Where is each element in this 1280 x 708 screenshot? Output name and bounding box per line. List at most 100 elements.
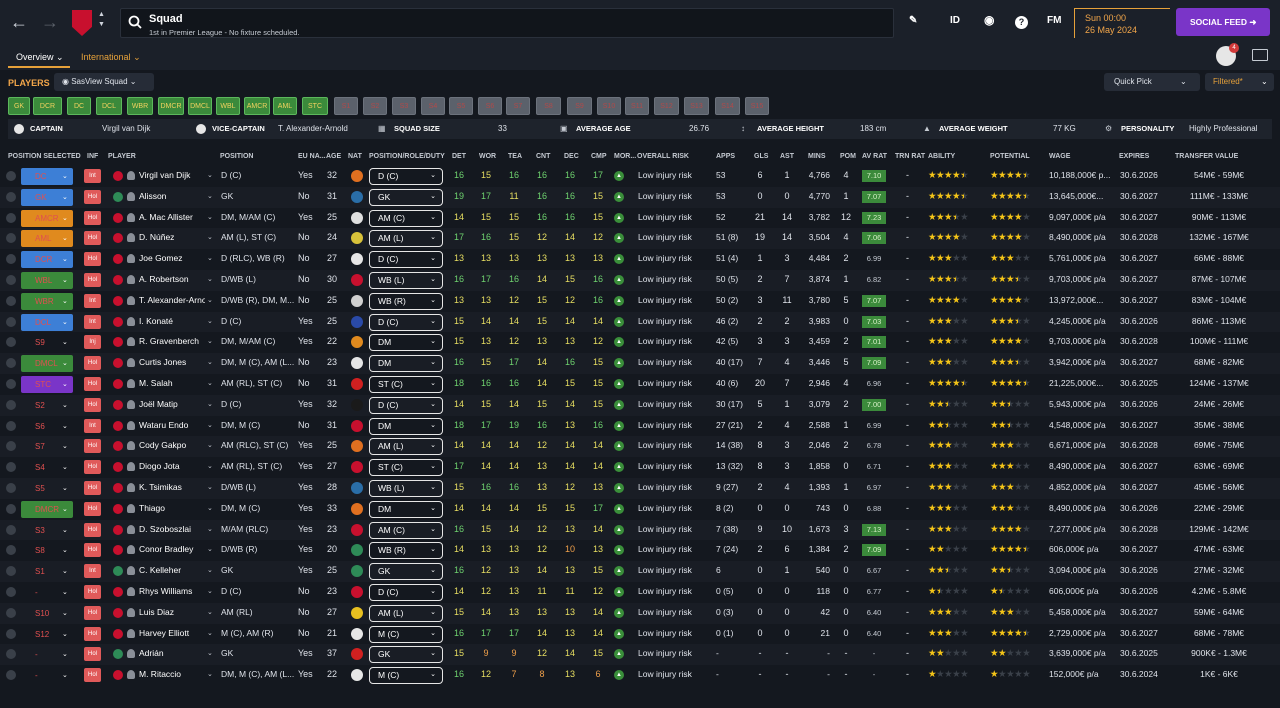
tab-overview[interactable]: Overview ⌄ bbox=[16, 52, 64, 63]
column-header[interactable]: AGE bbox=[326, 153, 342, 160]
table-row[interactable]: S3 ⌄ Hol D. Szoboszlai ⌄ M/AM (RLC) Yes 23 AM (C… bbox=[0, 519, 1280, 541]
table-row[interactable]: WBL ⌄ Hol A. Robertson ⌄ D/WB (L) No 30 WB (L) ⌄ 1… bbox=[0, 270, 1280, 291]
column-header[interactable]: INF bbox=[87, 153, 99, 160]
column-header[interactable]: POSITION/ROLE/DUTY bbox=[369, 153, 445, 160]
position-chip[interactable]: S14 bbox=[715, 97, 740, 115]
globe-icon[interactable]: ◉ bbox=[984, 13, 995, 27]
position-selected-dropdown[interactable]: AMCR ⌄ bbox=[21, 209, 73, 227]
column-header[interactable]: DET bbox=[452, 153, 466, 160]
column-header[interactable]: OVERALL RISK bbox=[637, 153, 689, 160]
player-name[interactable]: C. Kelleher bbox=[139, 565, 182, 576]
nationality-flag-icon[interactable] bbox=[351, 232, 363, 245]
column-header[interactable]: MOR... bbox=[614, 153, 637, 160]
forward-arrow-icon[interactable]: → bbox=[41, 12, 59, 32]
role-dropdown[interactable]: WB (L) ⌄ bbox=[369, 480, 443, 497]
player-name[interactable]: M. Ritaccio bbox=[139, 669, 182, 680]
position-selected-dropdown[interactable]: S8 ⌄ bbox=[21, 542, 73, 559]
player-name[interactable]: M. Salah bbox=[139, 378, 173, 388]
nationality-flag-icon[interactable] bbox=[351, 378, 363, 390]
nationality-flag-icon[interactable] bbox=[351, 170, 363, 182]
edit-icon[interactable]: ✎ bbox=[909, 15, 918, 26]
nationality-flag-icon[interactable] bbox=[351, 315, 363, 328]
position-chip[interactable]: S5 bbox=[449, 97, 473, 115]
captain-name[interactable]: Virgil van Dijk bbox=[102, 124, 151, 133]
role-dropdown[interactable]: M (C) ⌄ bbox=[369, 667, 443, 685]
position-chip[interactable]: AMCR bbox=[244, 97, 270, 115]
role-dropdown[interactable]: D (C) ⌄ bbox=[369, 584, 443, 601]
chevron-down-icon[interactable]: ⌄ bbox=[207, 629, 213, 637]
chevron-down-icon[interactable]: ⌄ bbox=[207, 671, 213, 679]
filter-button[interactable]: Filtered* ⌄ bbox=[1205, 73, 1274, 91]
column-header[interactable]: ABILITY bbox=[928, 153, 956, 160]
chevron-down-icon[interactable]: ⌄ bbox=[207, 546, 213, 554]
row-select-radio[interactable] bbox=[6, 337, 16, 348]
column-header[interactable]: TRANSFER VALUE bbox=[1175, 153, 1239, 160]
row-select-radio[interactable] bbox=[6, 441, 16, 452]
role-dropdown[interactable]: WB (L) ⌄ bbox=[369, 272, 443, 289]
date-display[interactable]: Sun 00:00 26 May 2024 bbox=[1074, 8, 1170, 38]
role-dropdown[interactable]: DM ⌄ bbox=[369, 417, 443, 435]
position-chip[interactable]: DC bbox=[67, 97, 91, 115]
column-header[interactable]: NAT bbox=[348, 153, 362, 160]
row-select-radio[interactable] bbox=[6, 587, 16, 597]
chevron-down-icon[interactable]: ⌄ bbox=[207, 608, 213, 616]
player-name[interactable]: Virgil van Dijk bbox=[139, 170, 191, 180]
nationality-flag-icon[interactable] bbox=[351, 419, 363, 432]
row-select-radio[interactable] bbox=[6, 399, 16, 410]
nationality-flag-icon[interactable] bbox=[351, 627, 363, 640]
role-dropdown[interactable]: AM (C) ⌄ bbox=[369, 209, 443, 227]
row-select-radio[interactable] bbox=[6, 628, 16, 639]
player-name[interactable]: Curtis Jones bbox=[139, 357, 187, 368]
table-row[interactable]: S4 ⌄ Hol Diogo Jota ⌄ AM (RL), ST (C) Yes 27 ST … bbox=[0, 457, 1280, 478]
nationality-flag-icon[interactable] bbox=[351, 565, 363, 578]
table-row[interactable]: GK ⌄ Hol Alisson ⌄ GK No 31 GK ⌄ 19 17 11 16 16 15 ▲ Low … bbox=[0, 186, 1280, 208]
player-name[interactable]: Joël Matip bbox=[139, 398, 178, 409]
nationality-flag-icon[interactable] bbox=[351, 502, 363, 515]
table-row[interactable]: AMCR ⌄ Hol A. Mac Allister ⌄ DM, M/AM (C) Yes 2… bbox=[0, 208, 1280, 229]
player-name[interactable]: D. Núñez bbox=[139, 232, 175, 243]
player-name[interactable]: Adrián bbox=[139, 648, 164, 659]
nationality-flag-icon[interactable] bbox=[351, 669, 363, 682]
position-selected-dropdown[interactable]: S7 ⌄ bbox=[21, 438, 73, 455]
position-chip[interactable]: DMCR bbox=[158, 97, 184, 115]
nationality-flag-icon[interactable] bbox=[351, 274, 363, 286]
column-header[interactable]: PLAYER bbox=[108, 153, 136, 160]
player-name[interactable]: A. Robertson bbox=[139, 274, 189, 284]
table-row[interactable]: DMCL ⌄ Hol Curtis Jones ⌄ DM, M (C), AM (L...… bbox=[0, 353, 1280, 374]
row-select-radio[interactable] bbox=[6, 670, 16, 681]
position-selected-dropdown[interactable]: DCL ⌄ bbox=[21, 313, 73, 331]
chevron-down-icon[interactable]: ⌄ bbox=[207, 650, 213, 658]
position-chip[interactable]: DCL bbox=[96, 97, 122, 115]
table-row[interactable]: S9 ⌄ Inj R. Gravenberch ⌄ DM, M/AM (C) Yes 22 DM… bbox=[0, 332, 1280, 353]
fm-menu-button[interactable]: FM bbox=[1047, 15, 1062, 26]
position-selected-dropdown[interactable]: DCR ⌄ bbox=[21, 251, 73, 269]
chevron-down-icon[interactable]: ⌄ bbox=[207, 484, 213, 491]
table-row[interactable]: S8 ⌄ Hol Conor Bradley ⌄ D/WB (R) Yes 20 WB (R) ⌄… bbox=[0, 540, 1280, 561]
position-chip[interactable]: S6 bbox=[478, 97, 502, 115]
column-header[interactable]: TEA bbox=[508, 153, 522, 160]
nationality-flag-icon[interactable] bbox=[351, 294, 363, 307]
column-header[interactable]: GLS bbox=[754, 153, 769, 160]
chevron-down-icon[interactable]: ⌄ bbox=[207, 525, 213, 533]
back-arrow-icon[interactable]: ← bbox=[10, 12, 28, 32]
role-dropdown[interactable]: ST (C) ⌄ bbox=[369, 459, 443, 477]
role-dropdown[interactable]: ST (C) ⌄ bbox=[369, 376, 443, 393]
position-selected-dropdown[interactable]: WBL ⌄ bbox=[21, 272, 73, 289]
column-header[interactable]: APPS bbox=[716, 153, 736, 160]
chevron-down-icon[interactable]: ⌄ bbox=[207, 588, 213, 595]
player-name[interactable]: A. Mac Allister bbox=[139, 211, 193, 222]
table-row[interactable]: S7 ⌄ Hol Cody Gakpo ⌄ AM (RLC), ST (C) Yes 25 AM… bbox=[0, 436, 1280, 458]
chevron-down-icon[interactable]: ⌄ bbox=[207, 317, 213, 325]
nationality-flag-icon[interactable] bbox=[351, 398, 363, 411]
role-dropdown[interactable]: GK ⌄ bbox=[369, 646, 443, 664]
row-select-radio[interactable] bbox=[6, 503, 16, 514]
search-bar[interactable]: Squad 1st in Premier League - No fixture… bbox=[120, 8, 894, 38]
player-name[interactable]: Harvey Elliott bbox=[139, 627, 190, 638]
column-header[interactable]: WAGE bbox=[1049, 153, 1071, 160]
nationality-flag-icon[interactable] bbox=[351, 211, 363, 224]
club-crest-icon[interactable] bbox=[72, 10, 92, 36]
row-select-radio[interactable] bbox=[6, 275, 16, 285]
position-selected-dropdown[interactable]: STC ⌄ bbox=[21, 376, 73, 393]
role-dropdown[interactable]: GK ⌄ bbox=[369, 188, 443, 206]
